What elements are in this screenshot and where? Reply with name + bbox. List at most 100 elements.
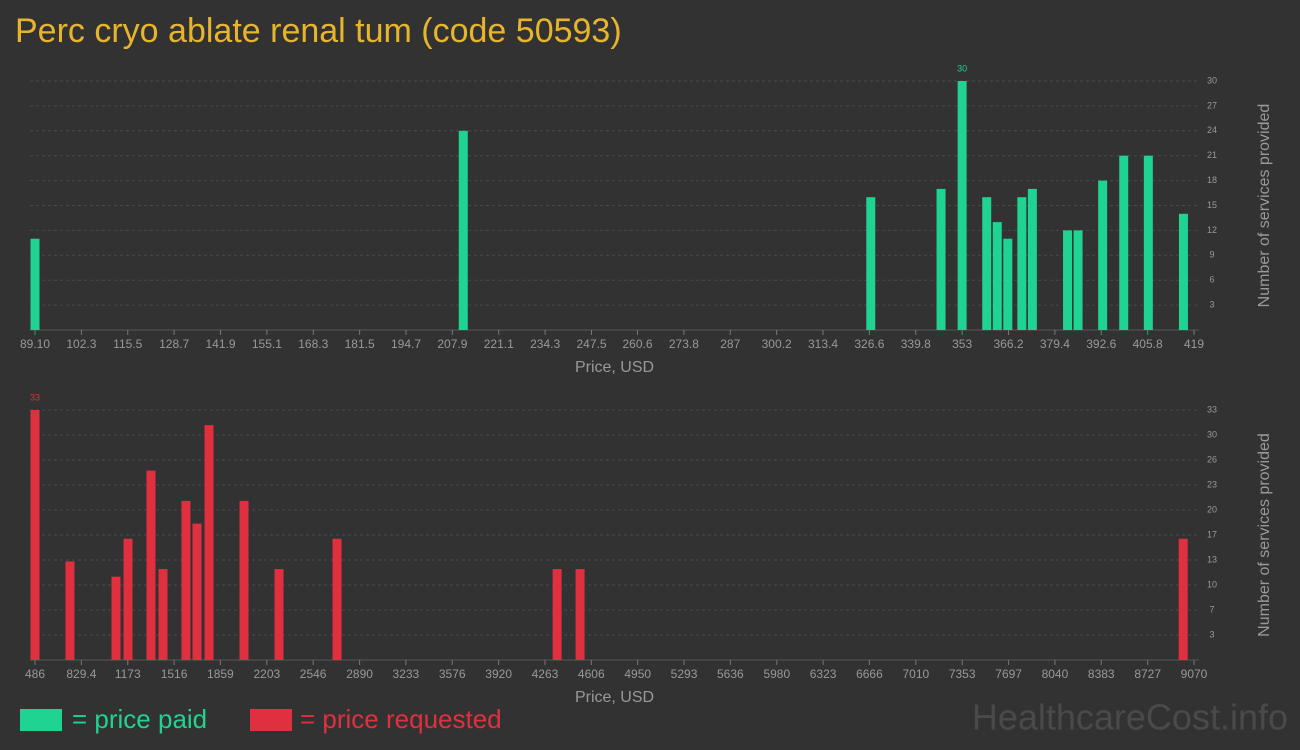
x-tick-label: 247.5 xyxy=(576,337,606,351)
x-tick-label: 6666 xyxy=(856,667,883,681)
x-tick-label: 2203 xyxy=(253,667,280,681)
watermark: HealthcareCost.info xyxy=(972,697,1288,738)
x-tick-label: 366.2 xyxy=(993,337,1023,351)
bar xyxy=(30,238,40,330)
x-axis-title: Price, USD xyxy=(575,689,654,706)
legend-swatch xyxy=(20,709,62,731)
bar xyxy=(181,500,191,660)
y-tick-label: 21 xyxy=(1207,150,1217,160)
bar xyxy=(1073,230,1083,330)
x-tick-label: 2890 xyxy=(346,667,373,681)
x-tick-label: 234.3 xyxy=(530,337,560,351)
x-tick-label: 128.7 xyxy=(159,337,189,351)
y-tick-label: 9 xyxy=(1209,250,1214,260)
x-tick-label: 7353 xyxy=(949,667,976,681)
x-tick-label: 155.1 xyxy=(252,337,282,351)
y-tick-label: 12 xyxy=(1207,225,1217,235)
x-tick-label: 3233 xyxy=(393,667,420,681)
y-tick-label: 13 xyxy=(1207,554,1217,564)
x-tick-label: 8383 xyxy=(1088,667,1115,681)
y-tick-label: 23 xyxy=(1207,479,1217,489)
y-tick-label: 17 xyxy=(1207,529,1217,539)
x-tick-label: 115.5 xyxy=(113,337,142,351)
bar xyxy=(866,197,876,330)
x-tick-label: 207.9 xyxy=(437,337,467,351)
x-tick-label: 379.4 xyxy=(1040,337,1070,351)
bar xyxy=(982,197,992,330)
y-axis-title: Number of services provided xyxy=(1256,104,1273,308)
y-tick-label: 33 xyxy=(1207,404,1217,414)
y-tick-label: 7 xyxy=(1209,604,1214,614)
x-tick-label: 300.2 xyxy=(762,337,792,351)
legend-label: = price requested xyxy=(300,704,502,734)
x-tick-label: 1173 xyxy=(115,667,141,681)
x-tick-label: 89.10 xyxy=(20,337,50,351)
x-tick-label: 194.7 xyxy=(391,337,421,351)
x-tick-label: 5293 xyxy=(671,667,698,681)
x-tick-label: 9070 xyxy=(1181,667,1208,681)
x-tick-label: 353 xyxy=(952,337,972,351)
y-tick-label: 15 xyxy=(1207,200,1217,210)
bar xyxy=(1098,180,1108,330)
x-tick-label: 168.3 xyxy=(298,337,328,351)
x-tick-label: 7697 xyxy=(995,667,1022,681)
y-tick-label: 3 xyxy=(1209,299,1214,309)
x-tick-label: 287 xyxy=(720,337,740,351)
x-tick-label: 5980 xyxy=(763,667,790,681)
x-tick-label: 273.8 xyxy=(669,337,699,351)
bar xyxy=(957,81,967,330)
y-tick-label: 26 xyxy=(1207,454,1217,464)
x-tick-label: 221.1 xyxy=(484,337,514,351)
y-tick-label: 30 xyxy=(1207,75,1217,85)
x-tick-label: 6323 xyxy=(810,667,837,681)
y-tick-label: 24 xyxy=(1207,125,1217,135)
x-tick-label: 829.4 xyxy=(66,667,96,681)
x-axis-title: Price, USD xyxy=(575,359,654,376)
x-tick-label: 181.5 xyxy=(345,337,375,351)
x-tick-label: 339.8 xyxy=(901,337,931,351)
x-tick-label: 405.8 xyxy=(1133,337,1163,351)
legend-swatch xyxy=(250,709,292,731)
x-tick-label: 392.6 xyxy=(1086,337,1116,351)
bar xyxy=(1178,213,1188,330)
x-tick-label: 486 xyxy=(25,667,45,681)
bar xyxy=(146,470,156,660)
bar xyxy=(239,500,249,660)
bar xyxy=(1119,155,1129,330)
bar xyxy=(158,569,168,660)
x-tick-label: 260.6 xyxy=(622,337,652,351)
x-tick-label: 3576 xyxy=(439,667,466,681)
bar xyxy=(992,222,1002,330)
bar xyxy=(30,410,40,660)
x-tick-label: 5636 xyxy=(717,667,744,681)
title: Perc cryo ablate renal tum (code 50593) xyxy=(15,12,622,50)
x-tick-label: 3920 xyxy=(485,667,512,681)
bar xyxy=(1143,155,1153,330)
data-label: 30 xyxy=(957,63,967,73)
bar xyxy=(1017,197,1027,330)
bar xyxy=(458,130,468,330)
bar xyxy=(575,569,585,660)
x-tick-label: 1859 xyxy=(207,667,234,681)
bar xyxy=(65,561,75,660)
bar xyxy=(1003,238,1013,330)
x-tick-label: 4606 xyxy=(578,667,605,681)
y-tick-label: 18 xyxy=(1207,175,1217,185)
bar xyxy=(111,576,121,660)
bar xyxy=(552,569,562,660)
y-tick-label: 6 xyxy=(1209,275,1214,285)
bar xyxy=(936,188,946,330)
y-tick-label: 30 xyxy=(1207,429,1217,439)
data-label: 33 xyxy=(30,392,40,402)
x-tick-label: 8040 xyxy=(1042,667,1069,681)
x-tick-label: 2546 xyxy=(300,667,327,681)
x-tick-label: 326.6 xyxy=(854,337,884,351)
x-tick-label: 1516 xyxy=(161,667,188,681)
x-tick-label: 419 xyxy=(1184,337,1204,351)
bar xyxy=(1027,188,1037,330)
x-tick-label: 4950 xyxy=(624,667,651,681)
bar xyxy=(1178,538,1188,660)
x-tick-label: 4263 xyxy=(532,667,559,681)
